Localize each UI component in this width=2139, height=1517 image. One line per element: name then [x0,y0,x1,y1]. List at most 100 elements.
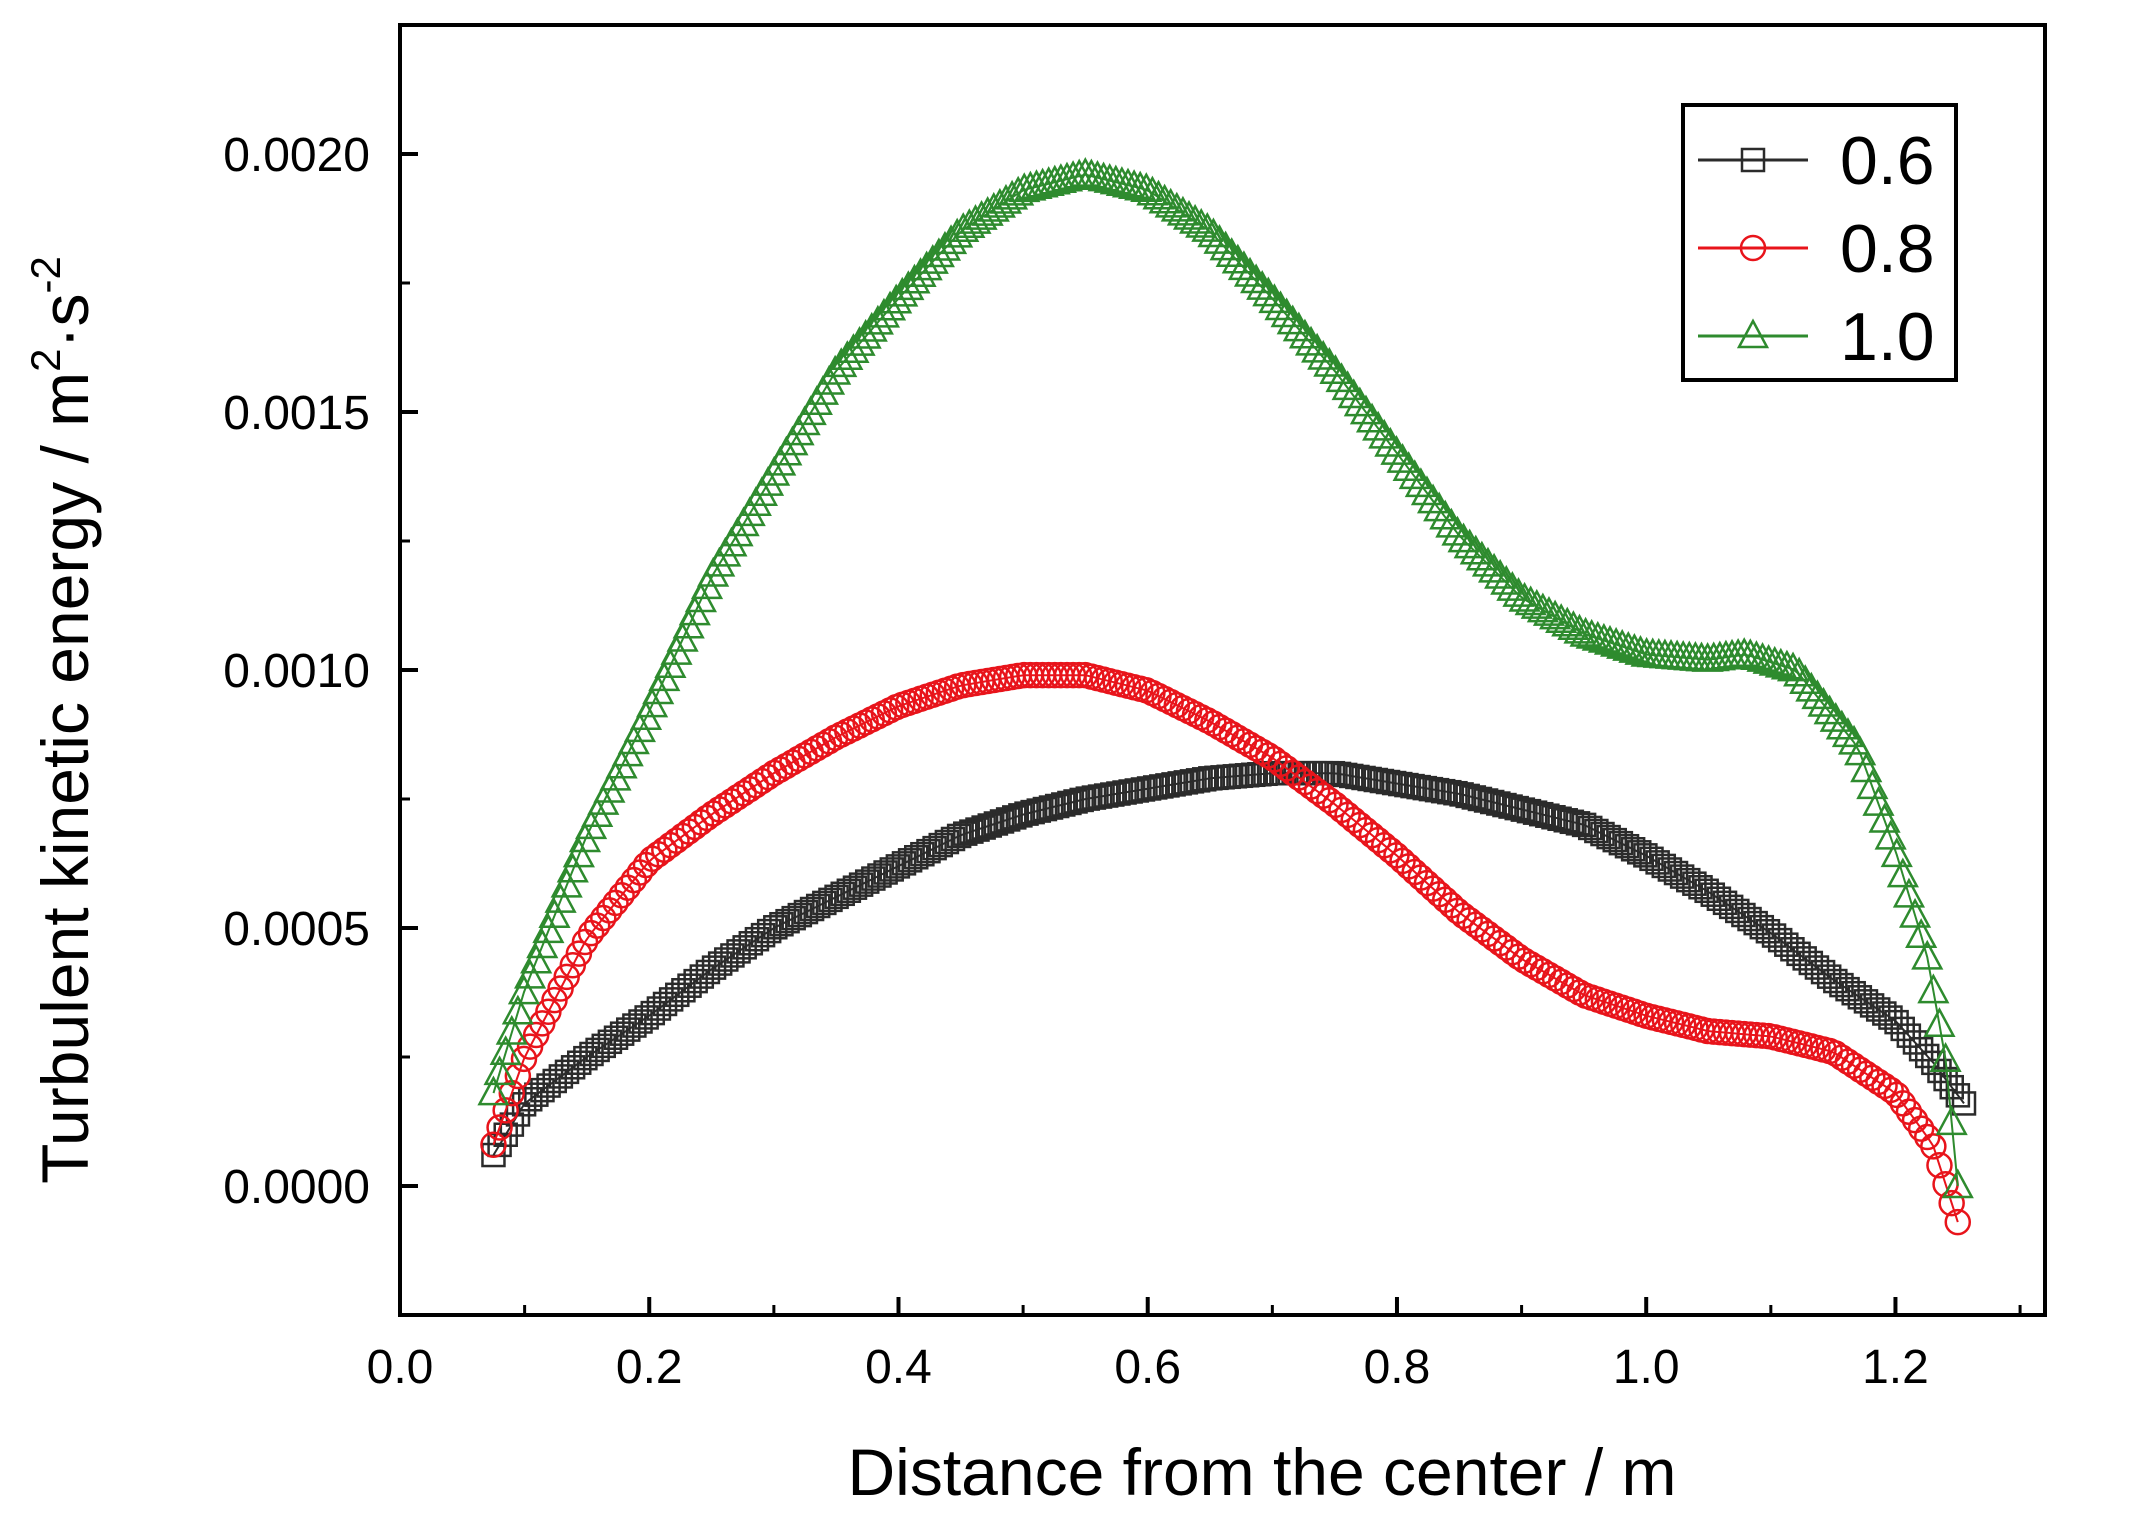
y-tick-label: 0.0000 [223,1161,370,1214]
data-point [824,884,849,910]
data-point [1522,800,1548,825]
y-tick-label: 0.0010 [223,645,370,698]
data-point [1938,1189,1965,1217]
data-point [1892,877,1926,908]
data-point [1620,837,1646,862]
data-point [1498,794,1523,819]
data-point [554,1059,580,1085]
data-point [1911,939,1944,970]
data-point [1038,164,1071,195]
data-point [995,807,1021,832]
data-point [1886,857,1919,888]
data-point [480,1131,507,1158]
data-point [1929,1042,1962,1072]
legend-marker [1739,234,1767,262]
data-point [1270,297,1303,328]
data-point [689,964,715,989]
data-point [1252,276,1285,307]
legend: 0.6 0.8 1.0 [1681,103,1958,382]
data-point [1479,789,1505,815]
y-tick-label: 0.0005 [223,903,370,956]
data-point [1816,964,1842,989]
legend-entry-0.8: 0.8 [1698,211,1935,287]
data-point [1026,167,1059,198]
data-point [634,1005,659,1030]
data-point [891,851,917,876]
x-tick-label: 0.8 [1364,1341,1431,1394]
data-point [1429,499,1462,530]
data-point [1455,783,1480,809]
data-point [1767,927,1793,953]
data-point [1923,1007,1956,1037]
data-point [1898,897,1932,928]
data-point [1215,237,1248,267]
data-point [1917,973,1950,1004]
data-point [910,841,935,867]
data-point [1209,230,1242,261]
data-point [989,809,1015,834]
data-point [1783,656,1816,687]
data-point [542,1068,567,1094]
data-point [1380,434,1413,465]
data-point [861,866,886,891]
data-point [477,1075,510,1106]
data-point [513,958,547,989]
data-point [965,817,990,842]
data-point [1792,946,1817,971]
data-point [1590,821,1615,847]
data-point [1945,1083,1971,1108]
data-point [1813,694,1846,725]
data-point [1502,577,1535,607]
data-point [1197,217,1230,248]
data-point [1874,819,1907,850]
data-point [1935,1105,1968,1136]
data-point [848,872,874,897]
data-point [830,881,855,907]
data-point [1471,546,1505,577]
data-point [1774,932,1799,957]
y-axis-title-mid: ·s [28,294,102,349]
data-point [1565,811,1591,836]
data-point [517,1087,543,1112]
data-point [940,826,966,852]
legend-label: 0.8 [1840,211,1935,287]
data-point [1804,955,1830,980]
data-point [873,860,898,885]
data-point [1492,792,1517,818]
data-point [1325,362,1358,393]
data-point [1465,540,1498,571]
data-point [1179,203,1212,234]
data-point [1203,223,1236,254]
data-point [1810,959,1836,985]
data-point [1032,796,1058,822]
data-point [544,882,577,913]
data-point [1294,325,1328,356]
x-tick-label: 1.2 [1862,1341,1929,1394]
data-point [1743,910,1768,936]
data-point [1240,263,1273,294]
data-point [1557,610,1590,641]
data-point [1447,522,1480,553]
y-axis-title: Turbulent kinetic energy / m2·s-2 [22,256,102,1184]
data-point [486,1114,513,1141]
data-point [1172,199,1206,230]
legend-label: 1.0 [1840,299,1935,375]
data-point [953,821,978,846]
data-point [989,183,1023,214]
data-point [1319,354,1352,385]
y-axis-title-sup2: -2 [22,256,69,293]
series-line [492,674,1959,1223]
data-point [1191,211,1224,242]
data-point [1504,795,1529,821]
data-point [897,848,923,873]
data-point [1154,187,1187,218]
data-point [1008,172,1041,203]
data-point [1831,717,1865,748]
data-point [536,1073,561,1098]
data-point [1337,378,1370,409]
data-point [971,815,996,840]
data-point [1496,570,1529,601]
data-point [1801,679,1834,710]
data-point [879,857,904,882]
data-point [520,943,553,974]
